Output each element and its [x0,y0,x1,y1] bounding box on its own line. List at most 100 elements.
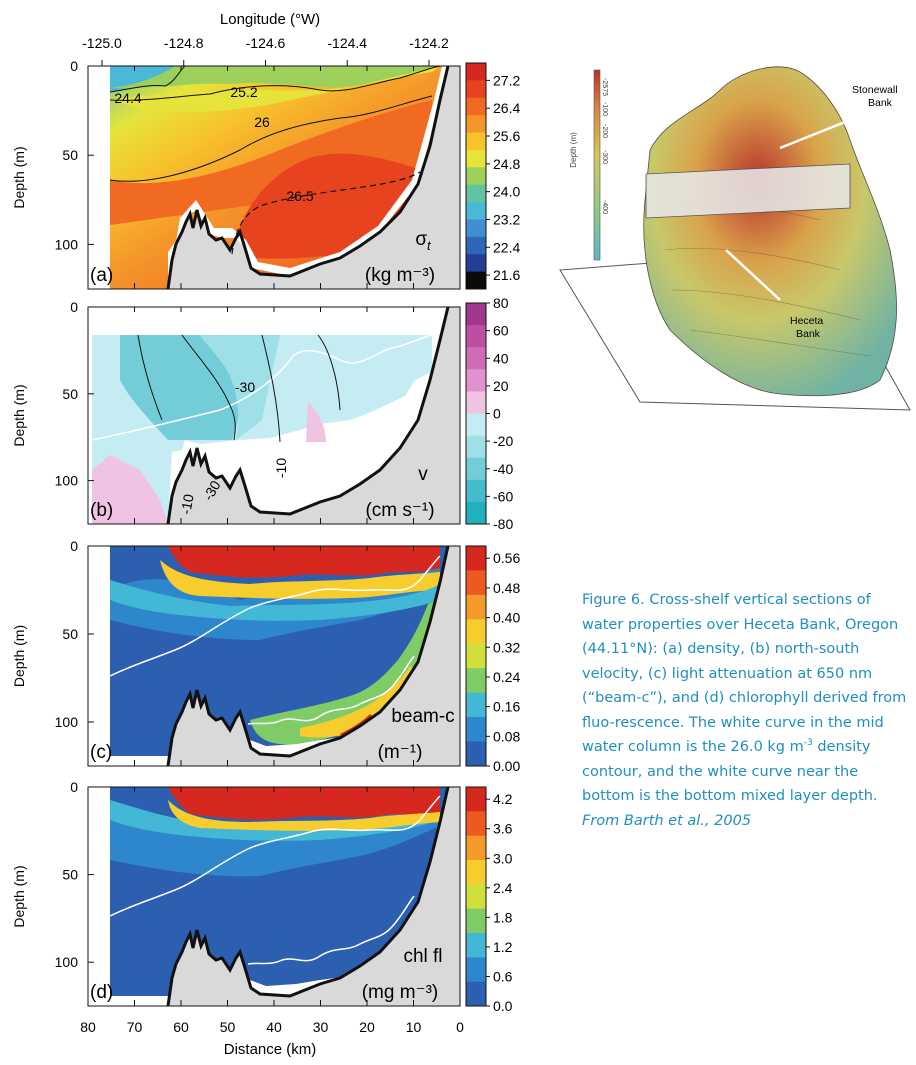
panel-a-green-band [110,66,440,89]
panel-c-yellow-band [160,560,440,599]
panel-b-contour-2 [181,334,236,441]
panel-d-red-top [168,787,440,820]
depth-tick-label: 0 [70,299,78,315]
panel-b-contour-1 [137,334,163,421]
panel-units: (cm s⁻¹) [365,500,434,521]
colorbar-tick-label: 0.08 [493,728,520,744]
colorbar-swatch [466,413,486,437]
colorbar-swatch [466,643,486,669]
colorbar-tick-label: 27.2 [493,72,520,88]
panel-d-white-density [109,795,441,917]
diagram-scale-tick: -100 [601,102,608,116]
colorbar-swatch [466,132,486,151]
colorbar-swatch [466,236,486,255]
panel-a-contour-1 [109,65,186,93]
colorbar-frame [465,62,487,290]
panel-b-white-contour [91,334,433,441]
colorbar-swatch [466,97,486,116]
colorbar-tick-label: 0.00 [493,758,520,774]
contour-label: 25.2 [230,84,257,100]
colorbar-swatch [466,981,486,1007]
panel-units: (mg m⁻³) [362,982,439,1003]
colorbar-swatch [466,619,486,645]
panel-a: (a) σt (kg m⁻³) 24.4 25.2 26 26.5 0 50 100 Depth … [11,58,461,290]
colorbar-tick-label: -40 [493,461,513,477]
panel-a-bottom-line [166,65,450,290]
caption-main-2: density contour, and the white curve nea… [582,739,878,804]
colorbar-swatch [466,717,486,743]
depth-axis-label: Depth (m) [11,625,27,687]
distance-tick-label: 80 [80,1019,96,1035]
panel-a-surface-cyan [110,66,175,92]
colorbar-frame [465,786,487,1007]
colorbar-swatch [466,570,486,596]
panel-c-white-density [109,555,441,677]
panel-a-yellow-band [110,66,440,113]
caption-main: Figure 6. Cross-shelf vertical sections … [582,592,907,755]
panel-c: (c) beam-c (m⁻¹) 0 50 100 Depth (m) [11,538,461,767]
colorbar-swatch [466,80,486,99]
colorbar-tick-label: 22.4 [493,239,520,255]
colorbar-swatch [466,860,486,885]
colorbar-tick-label: 4.2 [493,791,513,807]
panel-d-bottom-line [166,786,450,1007]
colorbar-tick-label: 0.0 [493,998,513,1014]
panel-a-orange-core [110,100,432,225]
panel-a-contour-2 [109,65,441,101]
bottom-axis: 80 70 60 50 40 30 20 10 0 Distance (km) [80,1019,464,1058]
diagram-heceta-label: Heceta [790,315,823,327]
colorbar-swatch [466,184,486,203]
depth-tick-label: 100 [55,236,79,252]
colorbar-swatch [466,254,486,273]
colorbar-swatch [466,303,486,326]
depth-tick-label: 0 [70,538,78,554]
bathymetry-3d-diagram: -25-75 -100 -200 -300 -400 Depth (m) Stonewa… [559,66,911,411]
panel-d: (d) chl fl (mg m⁻³) 0 50 100 Depth (m) [11,779,461,1007]
panel-c-red-top [168,546,440,578]
diagram-scale-tick: -200 [601,124,608,138]
colorbar-a: 27.2 26.4 25.6 24.8 24.0 23.2 22.4 21.6 [465,62,520,290]
distance-tick-label: 50 [220,1019,236,1035]
panel-c-white-bml [247,655,415,725]
panel-c-bottom-nepheloid [250,600,438,745]
colorbar-tick-label: 0.6 [493,968,513,984]
contour-label: 26 [254,114,270,130]
diagram-stonewall-label: Stonewall [852,84,898,96]
distance-tick-label: 20 [359,1019,375,1035]
colorbar-swatch [466,884,486,910]
colorbar-swatch [466,347,486,370]
colorbar-swatch [466,325,486,348]
depth-tick-label: 50 [62,147,78,163]
diagram-scale-bar [593,69,601,261]
top-tick-label: -124.2 [409,35,449,51]
panel-c-seafloor [168,546,460,766]
depth-tick-label: 0 [70,58,78,74]
panel-variable: beam-c [391,706,454,727]
panel-letter: (d) [90,982,113,1003]
depth-axis-label: Depth (m) [11,384,27,446]
depth-axis-label: Depth (m) [11,146,27,208]
panel-a-contour-4 [231,171,421,255]
colorbar-swatch [466,391,486,414]
panel-c-cyan-edge [110,580,440,621]
panel-a-left-band [88,66,110,289]
colorbar-tick-label: 20 [493,378,509,394]
panel-d-seafloor [168,787,460,1006]
panel-c-bottom-line [166,545,450,767]
panel-variable: chl fl [403,946,442,967]
panel-b-bottom-line [166,306,450,525]
depth-tick-label: 100 [55,473,79,489]
diagram-heceta-arrow [725,249,781,301]
depth-axis-label: Depth (m) [11,865,27,927]
colorbar-swatch [466,457,486,481]
colorbar-swatch [466,741,486,767]
colorbar-tick-label: 25.6 [493,128,520,144]
distance-tick-label: 10 [406,1019,422,1035]
contour-label: -10 [177,493,196,516]
colorbar-swatch [466,811,486,837]
colorbar-swatch [466,957,486,983]
colorbar-tick-label: 0.24 [493,669,520,685]
colorbar-b: 80 60 40 20 0 -20 -40 -60 -80 [465,295,513,532]
depth-tick-label: 50 [62,626,78,642]
depth-tick-label: 50 [62,867,78,883]
